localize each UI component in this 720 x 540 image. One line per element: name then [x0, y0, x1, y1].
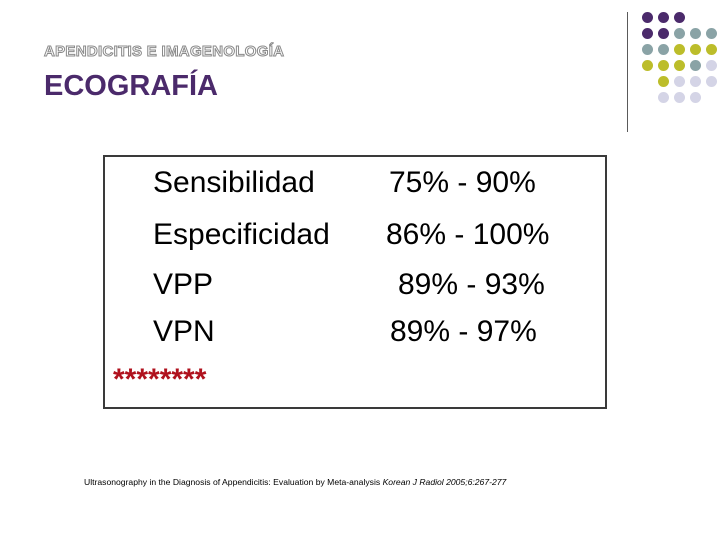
decorative-dot — [642, 44, 653, 55]
decorative-dot — [642, 28, 653, 39]
decorative-dot — [690, 92, 701, 103]
decorative-dot — [674, 76, 685, 87]
citation-journal: Korean J Radiol 2005;6:267-277 — [382, 477, 507, 487]
asterisk-marker: ******** — [113, 363, 207, 396]
decorative-dot-grid — [640, 12, 720, 122]
decorative-dot — [658, 12, 669, 23]
decorative-dot — [674, 28, 685, 39]
decorative-dot — [706, 60, 717, 71]
decorative-dot — [658, 28, 669, 39]
decorative-dot — [658, 44, 669, 55]
slide-title: ECOGRAFÍA — [44, 70, 218, 102]
decorative-dot — [658, 76, 669, 87]
decorative-dot — [674, 12, 685, 23]
decorative-dot — [690, 44, 701, 55]
decorative-dot — [674, 44, 685, 55]
stat-value-ppv: 89% - 93% — [398, 268, 545, 301]
decorative-dot — [706, 44, 717, 55]
decorative-dot — [690, 76, 701, 87]
decorative-dot — [642, 12, 653, 23]
header-divider — [627, 12, 628, 132]
stat-label-specificity: Especificidad — [153, 218, 330, 251]
slide-subtitle: APENDICITIS E IMAGENOLOGÍA — [43, 43, 285, 61]
decorative-dot — [642, 60, 653, 71]
stat-label-sensitivity: Sensibilidad — [153, 166, 315, 199]
decorative-dot — [706, 28, 717, 39]
stat-label-npv: VPN — [153, 315, 215, 348]
stat-value-sensitivity: 75% - 90% — [389, 166, 536, 199]
stat-value-npv: 89% - 97% — [390, 315, 537, 348]
stat-value-specificity: 86% - 100% — [386, 218, 550, 251]
decorative-dot — [706, 76, 717, 87]
decorative-dot — [658, 60, 669, 71]
decorative-dot — [674, 92, 685, 103]
decorative-dot — [690, 60, 701, 71]
statistics-box — [103, 155, 607, 409]
decorative-dot — [690, 28, 701, 39]
citation-text: Ultrasonography in the Diagnosis of Appe… — [84, 477, 383, 487]
reference-citation: Ultrasonography in the Diagnosis of Appe… — [84, 477, 506, 487]
decorative-dot — [658, 92, 669, 103]
stat-label-ppv: VPP — [153, 268, 214, 301]
decorative-dot — [674, 60, 685, 71]
